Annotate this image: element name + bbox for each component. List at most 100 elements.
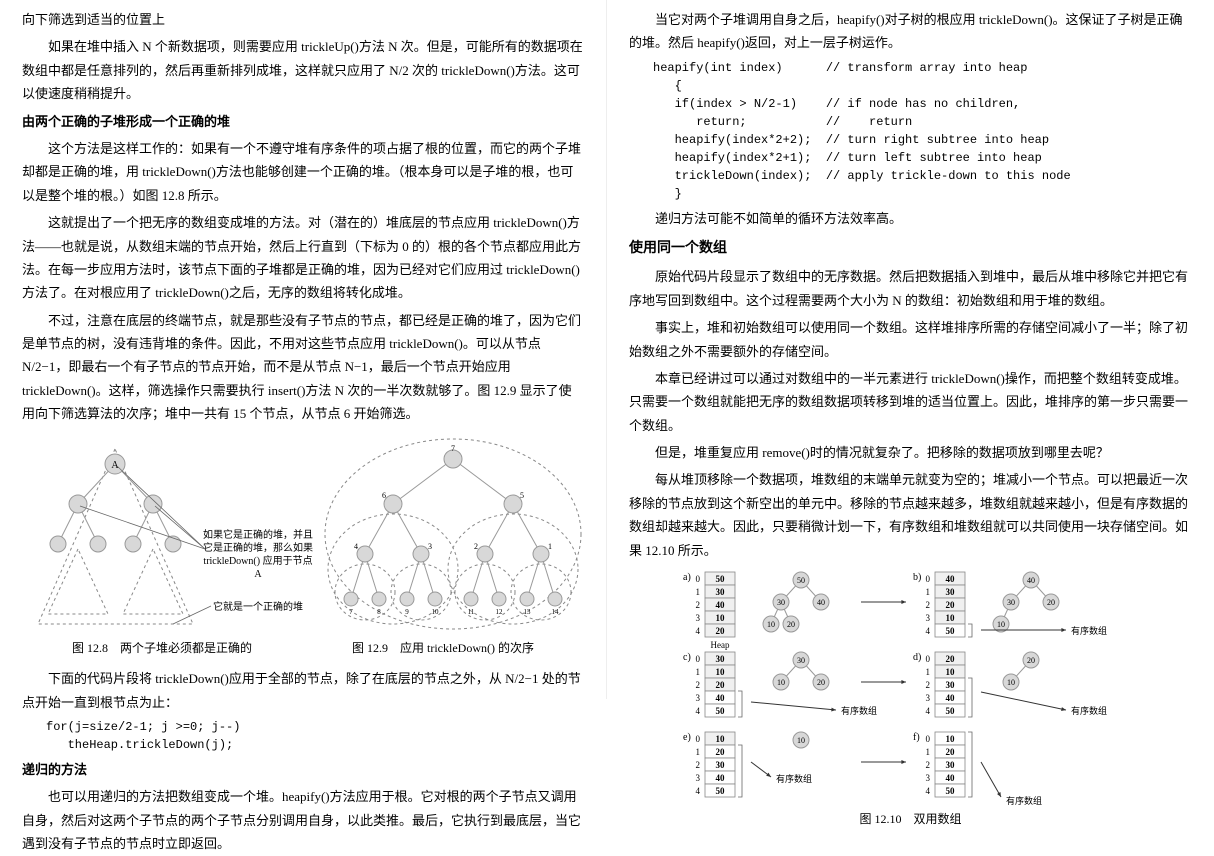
para: 下面的代码片段将 trickleDown()应用于全部的节点，除了在底层的节点之… [22,667,584,714]
svg-text:有序数组: 有序数组 [1071,705,1107,716]
svg-text:20: 20 [945,600,955,610]
para: 不过，注意在底层的终端节点，就是那些没有子节点的节点，都已经是正确的堆了，因为它… [22,309,584,426]
para: 本章已经讲过可以通过对数组中的一半元素进行 trickleDown()操作，而把… [629,367,1192,437]
para: 每从堆顶移除一个数据项，堆数组的末端单元就变为空的；堆减小一个节点。可以把最近一… [629,468,1192,562]
caption-1210: 图 12.10 双用数组 [629,809,1192,831]
svg-text:30: 30 [715,760,725,770]
svg-text:40: 40 [1027,576,1035,585]
svg-text:20: 20 [945,747,955,757]
subhead: 由两个正确的子堆形成一个正确的堆 [22,110,584,133]
svg-text:7: 7 [451,444,455,453]
svg-text:Heap: Heap [710,640,729,650]
svg-text:3: 3 [428,542,432,551]
svg-text:e): e) [683,732,691,743]
svg-text:有序数组: 有序数组 [1006,795,1042,805]
svg-text:4: 4 [925,626,930,636]
svg-text:30: 30 [1007,598,1015,607]
svg-text:20: 20 [817,678,825,687]
para: 这就提出了一个把无序的数组变成堆的方法。对（潜在的）堆底层的节点应用 trick… [22,211,584,305]
svg-text:10: 10 [945,613,955,623]
svg-text:0: 0 [695,734,700,744]
svg-text:0: 0 [925,654,930,664]
svg-text:4: 4 [925,706,930,716]
svg-text:10: 10 [767,620,775,629]
para: 递归方法可能不如简单的循环方法效率高。 [629,207,1192,230]
svg-text:1: 1 [925,587,930,597]
svg-text:40: 40 [945,693,955,703]
para: 但是，堆重复应用 remove()时的情况就复杂了。把移除的数据项放到哪里去呢？ [629,441,1192,464]
svg-text:10: 10 [715,667,725,677]
svg-text:2: 2 [925,680,930,690]
svg-text:14: 14 [552,608,560,616]
svg-text:1: 1 [925,667,930,677]
svg-text:30: 30 [715,587,725,597]
svg-text:50: 50 [715,574,725,584]
svg-text:10: 10 [997,620,1005,629]
svg-text:3: 3 [925,693,930,703]
svg-text:1: 1 [695,587,700,597]
svg-text:40: 40 [715,600,725,610]
figure-12-8-9: A 如果它是正确的堆，并且它是正确的堆，那么如果 trickleDown() 应… [22,434,584,660]
page-right: 当它对两个子堆调用自身之后，heapify()对子树的根应用 trickleDo… [607,0,1214,699]
caption-129: 图 12.9 应用 trickleDown() 的次序 [352,638,534,660]
svg-text:有序数组: 有序数组 [841,705,877,716]
svg-text:6: 6 [382,491,386,500]
caption-128: 图 12.8 两个子堆必须都是正确的 [72,638,252,660]
fig128-label1: 如果它是正确的堆，并且它是正确的堆，那么如果 trickleDown() 应用于… [203,529,313,581]
svg-text:30: 30 [715,654,725,664]
svg-text:12: 12 [496,608,504,616]
svg-text:2: 2 [474,542,478,551]
svg-text:20: 20 [787,620,795,629]
svg-text:1: 1 [695,747,700,757]
svg-text:2: 2 [925,600,930,610]
svg-text:0: 0 [925,734,930,744]
page-left: 向下筛选到适当的位置上 如果在堆中插入 N 个新数据项，则需要应用 trickl… [0,0,607,699]
svg-text:40: 40 [945,574,955,584]
svg-text:A: A [111,460,119,471]
para: 向下筛选到适当的位置上 [22,8,584,31]
svg-text:4: 4 [925,786,930,796]
svg-text:20: 20 [715,680,725,690]
svg-text:50: 50 [715,706,725,716]
svg-text:10: 10 [945,734,955,744]
svg-text:11: 11 [468,608,475,616]
svg-text:3: 3 [925,773,930,783]
svg-text:0: 0 [695,654,700,664]
figure-12-10: a)050130240310420Heap5030401020b)0401302… [629,570,1192,831]
svg-text:a): a) [683,572,691,583]
para: 事实上，堆和初始数组可以使用同一个数组。这样堆排序所需的存储空间减小了一半；除了… [629,316,1192,363]
svg-text:2: 2 [695,680,700,690]
svg-text:1: 1 [925,747,930,757]
svg-text:7: 7 [349,608,353,616]
svg-text:40: 40 [817,598,825,607]
svg-text:10: 10 [432,608,440,616]
svg-text:30: 30 [945,680,955,690]
code-block: heapify(int index) // transform array in… [653,59,1192,203]
svg-text:0: 0 [925,574,930,584]
svg-text:40: 40 [715,773,725,783]
svg-text:10: 10 [715,734,725,744]
svg-text:30: 30 [945,587,955,597]
svg-text:20: 20 [715,747,725,757]
svg-text:2: 2 [695,600,700,610]
para: 这个方法是这样工作的：如果有一个不遵守堆有序条件的项占据了根的位置，而它的两个子… [22,137,584,207]
svg-text:3: 3 [695,613,700,623]
svg-text:30: 30 [797,656,805,665]
svg-text:5: 5 [520,491,524,500]
para: 如果在堆中插入 N 个新数据项，则需要应用 trickleUp()方法 N 次。… [22,35,584,105]
svg-text:20: 20 [945,654,955,664]
svg-text:50: 50 [945,626,955,636]
svg-text:4: 4 [695,626,700,636]
svg-text:4: 4 [695,786,700,796]
svg-text:4: 4 [354,542,358,551]
svg-text:有序数组: 有序数组 [776,773,812,784]
svg-text:9: 9 [405,608,409,616]
svg-text:10: 10 [1007,678,1015,687]
svg-text:30: 30 [945,760,955,770]
code-block: for(j=size/2-1; j >=0; j--) theHeap.tric… [46,718,584,754]
svg-text:b): b) [913,572,921,583]
svg-text:40: 40 [945,773,955,783]
svg-text:f): f) [913,732,920,743]
svg-text:8: 8 [377,608,381,616]
svg-text:10: 10 [797,736,805,745]
